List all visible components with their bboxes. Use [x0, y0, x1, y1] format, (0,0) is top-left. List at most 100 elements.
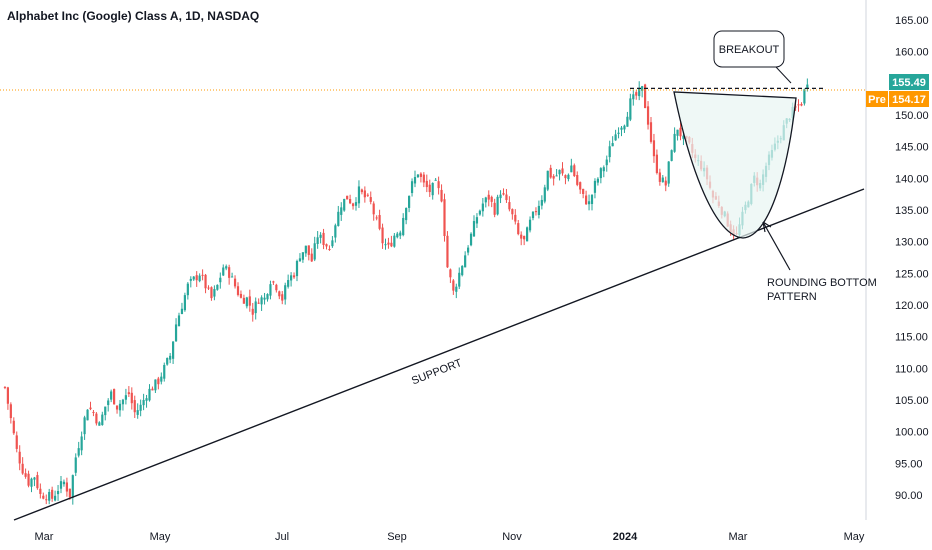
- candle-body: [508, 202, 511, 210]
- candle-body: [245, 297, 248, 307]
- candle-body: [357, 186, 361, 204]
- candle-body: [148, 388, 151, 401]
- candle-body: [410, 181, 414, 194]
- candle-body: [65, 482, 68, 492]
- candle-body: [183, 295, 186, 311]
- candle-body: [177, 315, 181, 327]
- candle-body: [290, 275, 293, 281]
- candle-body: [632, 94, 635, 100]
- x-tick-label: Mar: [35, 531, 54, 543]
- candle-body: [800, 104, 803, 106]
- candle-body: [644, 84, 647, 109]
- candle-body: [434, 179, 437, 181]
- candle-body: [655, 154, 658, 173]
- candle-body: [231, 276, 234, 278]
- candle-body: [322, 232, 325, 246]
- candle-body: [331, 240, 334, 247]
- candle-body: [266, 294, 269, 300]
- candle-body: [198, 275, 201, 282]
- candle-body: [242, 297, 245, 304]
- candle-body: [42, 495, 45, 499]
- candle-body: [115, 405, 119, 410]
- candle-body: [98, 422, 101, 426]
- candle-body: [449, 269, 452, 278]
- candle-body: [45, 499, 48, 501]
- candle-body: [219, 277, 222, 283]
- candle-body: [68, 488, 71, 498]
- candle-body: [163, 364, 166, 379]
- breakout-callout-box: [713, 30, 785, 68]
- pattern-label-line2: PATTERN: [767, 291, 817, 303]
- candle-body: [124, 395, 127, 400]
- candle-body: [186, 283, 189, 296]
- candle-body: [107, 400, 110, 406]
- candle-body: [443, 199, 446, 237]
- candle-body: [517, 223, 520, 235]
- candle-body: [269, 284, 272, 296]
- candle-body: [623, 125, 626, 130]
- candle-body: [437, 181, 440, 189]
- candle-body: [222, 267, 225, 276]
- chart-title: Alphabet Inc (Google) Class A, 1D, NASDA…: [7, 9, 260, 23]
- support-trendline: [13, 188, 865, 521]
- candle-body: [328, 248, 331, 250]
- candle-body: [499, 194, 502, 199]
- candle-body: [260, 297, 263, 305]
- candle-body: [646, 106, 650, 125]
- candle-body: [546, 170, 549, 190]
- candle-body: [369, 197, 372, 202]
- candle-body: [36, 475, 39, 489]
- candle-body: [555, 175, 558, 177]
- y-tick-label: 115.00: [895, 332, 928, 344]
- candle-body: [520, 234, 523, 239]
- x-tick-label: May: [150, 531, 171, 543]
- candle-body: [295, 260, 299, 277]
- candle-body: [3, 386, 7, 388]
- x-tick-label: Mar: [729, 531, 748, 543]
- candle-body: [629, 98, 632, 120]
- candle-body: [635, 92, 638, 96]
- candle-body: [576, 175, 579, 185]
- candle-body: [301, 252, 304, 260]
- candle-body: [86, 409, 89, 421]
- pattern-arrow-shaft: [762, 221, 791, 271]
- candle-body: [139, 404, 142, 411]
- candle-body: [325, 244, 328, 247]
- candle-body: [101, 414, 104, 426]
- candle-body: [83, 417, 86, 435]
- candle-body: [652, 140, 656, 157]
- candle-body: [467, 247, 470, 253]
- candle-body: [239, 293, 243, 298]
- candle-body: [228, 267, 231, 278]
- candle-body: [284, 285, 287, 300]
- candle-body: [579, 182, 582, 190]
- candle-body: [446, 235, 449, 268]
- candle-body: [402, 217, 405, 236]
- candle-body: [207, 287, 210, 289]
- candle-body: [287, 280, 290, 287]
- candle-body: [154, 379, 157, 391]
- candle-body: [127, 392, 130, 395]
- candle-body: [21, 463, 24, 474]
- y-tick-label: 150.00: [895, 110, 929, 122]
- candle-body: [80, 436, 83, 451]
- candle-body: [419, 173, 422, 177]
- candle-body: [602, 167, 605, 172]
- x-tick-label: 2024: [613, 531, 638, 543]
- candle-body: [487, 194, 490, 200]
- last-price-tag: [889, 74, 929, 90]
- candle-body: [526, 227, 529, 242]
- candle-body: [89, 407, 92, 410]
- candle-body: [664, 180, 667, 186]
- candle-body: [110, 391, 113, 400]
- candle-body: [514, 214, 517, 222]
- candle-body: [573, 165, 576, 177]
- pre-market-price-tag: [889, 91, 929, 107]
- y-tick-label: 110.00: [895, 363, 928, 375]
- candle-body: [307, 245, 310, 255]
- candle-body: [169, 355, 172, 360]
- candle-body: [375, 217, 378, 219]
- candle-body: [452, 280, 455, 291]
- candle-body: [384, 244, 387, 246]
